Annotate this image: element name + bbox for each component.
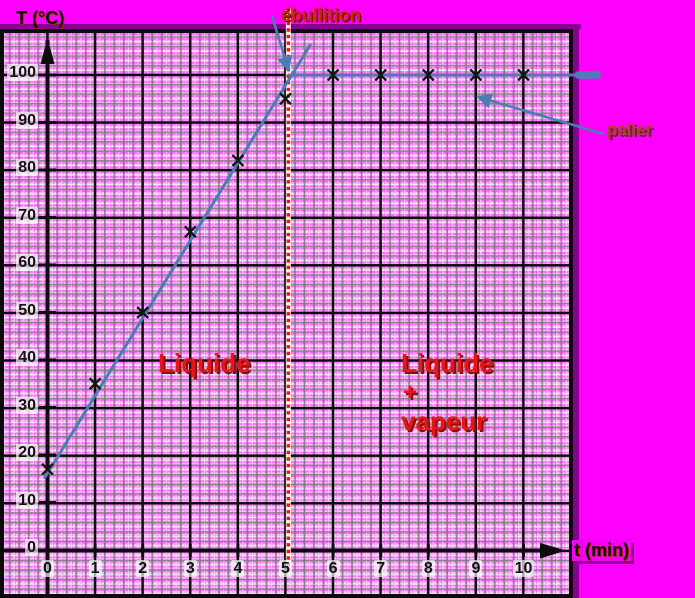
y-tick-label: 90 bbox=[2, 111, 38, 130]
x-tick-label-text: 2 bbox=[136, 560, 150, 577]
y-tick-label: 100 bbox=[2, 64, 38, 82]
x-tick-label: 4 bbox=[224, 560, 252, 578]
y-tick-label-text: 0 bbox=[25, 539, 38, 556]
y-axis-title: T (°C) bbox=[16, 8, 65, 28]
x-tick-label-text: 10 bbox=[512, 560, 535, 577]
x-tick-label-text: 7 bbox=[374, 560, 388, 577]
x-axis-title: t (min) bbox=[572, 540, 631, 561]
region-right-line3: vapeur bbox=[401, 406, 487, 436]
x-tick-label-text: 3 bbox=[183, 560, 197, 577]
x-tick-label: 2 bbox=[129, 560, 157, 578]
y-tick-label-text: 100 bbox=[7, 64, 38, 81]
x-tick-label-text: 4 bbox=[231, 560, 245, 577]
region-label-liquide-vapeur: Liquide + vapeur bbox=[401, 349, 493, 436]
x-tick-label-text: 8 bbox=[421, 560, 435, 577]
y-tick-label-text: 50 bbox=[16, 301, 38, 319]
x-tick-label: 1 bbox=[81, 560, 109, 578]
y-tick-label: 60 bbox=[2, 254, 38, 272]
palier-annotation: palier bbox=[607, 120, 653, 139]
y-tick-label: 0 bbox=[2, 539, 38, 557]
region-right-line1: Liquide bbox=[401, 348, 494, 378]
x-tick-label-text: 6 bbox=[326, 560, 340, 577]
y-tick-label: 10 bbox=[2, 491, 38, 510]
x-tick-label: 6 bbox=[319, 560, 347, 578]
y-tick-label-text: 30 bbox=[16, 396, 38, 414]
y-tick-label: 50 bbox=[2, 301, 38, 320]
y-tick-label: 30 bbox=[2, 396, 38, 415]
y-tick-label-text: 40 bbox=[16, 349, 38, 366]
x-tick-label: 0 bbox=[34, 560, 62, 578]
x-tick-label: 5 bbox=[272, 560, 300, 578]
x-tick-label-text: 1 bbox=[88, 560, 102, 577]
y-tick-label-text: 80 bbox=[16, 159, 38, 176]
ebullition-annotation: ébullition bbox=[281, 5, 361, 25]
x-tick-label: 9 bbox=[462, 560, 490, 578]
y-tick-label-text: 90 bbox=[16, 111, 38, 129]
y-tick-label: 20 bbox=[2, 444, 38, 462]
plot-area-grid bbox=[0, 29, 573, 598]
x-tick-label: 8 bbox=[414, 560, 442, 578]
right-border-stripe bbox=[573, 29, 579, 598]
x-tick-label: 3 bbox=[176, 560, 204, 578]
y-tick-label: 80 bbox=[2, 159, 38, 177]
y-tick-label-text: 70 bbox=[16, 206, 38, 224]
x-tick-label-text: 5 bbox=[279, 560, 292, 577]
x-tick-label: 10 bbox=[510, 560, 538, 578]
x-tick-label: 7 bbox=[367, 560, 395, 578]
x-tick-label-text: 9 bbox=[469, 560, 483, 577]
y-tick-label-text: 10 bbox=[16, 491, 38, 509]
region-label-liquide: Liquide bbox=[158, 348, 251, 378]
x-tick-label-text: 0 bbox=[41, 560, 54, 577]
y-tick-label: 70 bbox=[2, 206, 38, 225]
y-tick-label-text: 20 bbox=[16, 444, 38, 461]
y-tick-label-text: 60 bbox=[16, 254, 38, 271]
region-right-plus: + bbox=[403, 379, 418, 406]
y-tick-label: 40 bbox=[2, 349, 38, 367]
